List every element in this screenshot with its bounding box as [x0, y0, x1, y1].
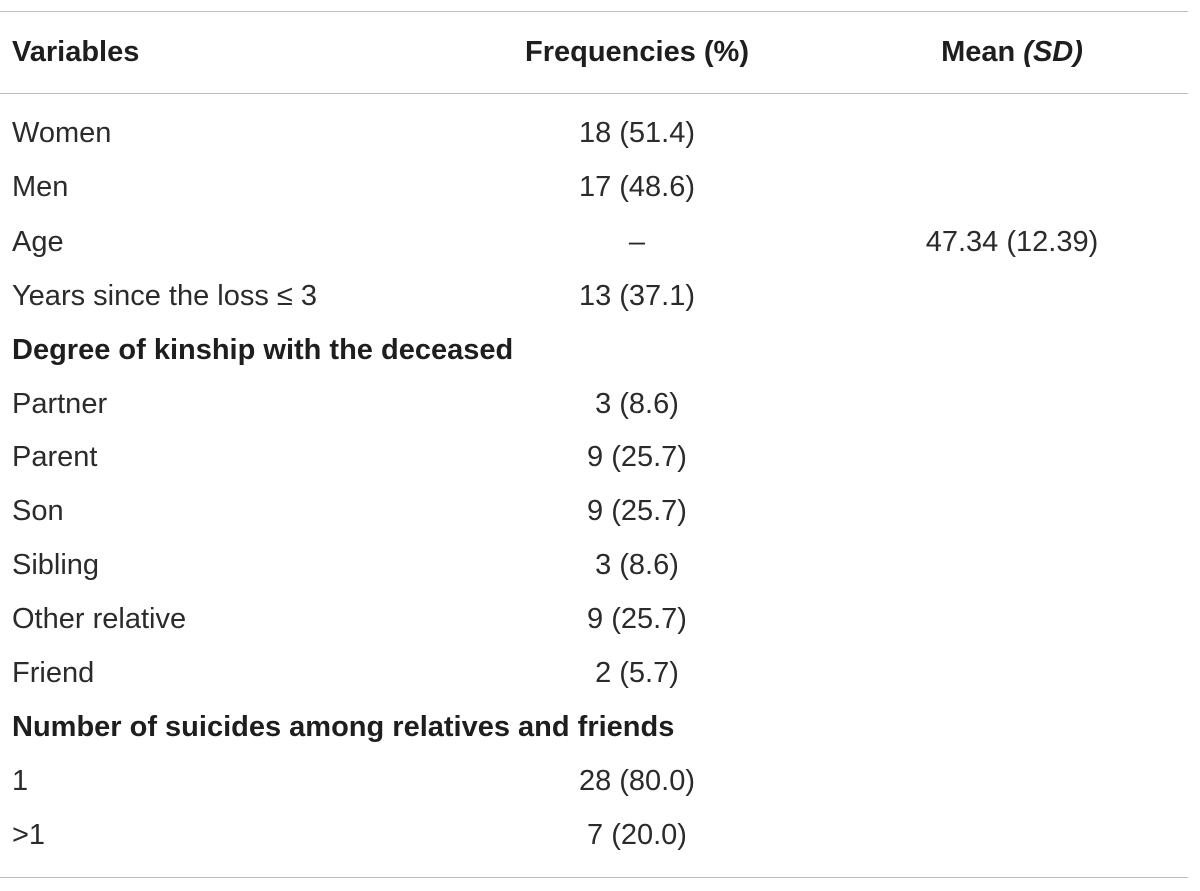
row-frequency: 7 (20.0) [587, 819, 687, 851]
row-variable: >1 [12, 819, 46, 851]
table-row: Age – 47.34 (12.39) [0, 222, 1188, 262]
table-row: >1 7 (20.0) [0, 815, 1188, 855]
header-sd-label: (SD) [1023, 36, 1083, 68]
table-row: Son 9 (25.7) [0, 491, 1188, 531]
row-mean [862, 653, 1162, 693]
row-mean [862, 707, 1162, 747]
row-frequency [437, 707, 837, 747]
row-frequency: 9 (25.7) [587, 603, 687, 635]
header-mean-sd: Mean (SD) [862, 32, 1162, 72]
row-frequency: 3 (8.6) [595, 388, 679, 420]
table-row: Years since the loss ≤ 3 13 (37.1) [0, 276, 1188, 316]
row-variable: Son [12, 495, 64, 527]
row-frequency: 9 (25.7) [587, 495, 687, 527]
header-mean-label: Mean [941, 36, 1024, 68]
row-mean [862, 599, 1162, 639]
table-row: Parent 9 (25.7) [0, 437, 1188, 477]
row-mean [862, 276, 1162, 316]
row-mean [862, 113, 1162, 153]
row-mean [862, 545, 1162, 585]
row-frequency [437, 330, 837, 370]
row-mean [862, 167, 1162, 207]
table-top-rule [0, 11, 1188, 12]
row-variable: Other relative [12, 603, 187, 635]
section-heading: Degree of kinship with the deceased [12, 334, 514, 366]
row-frequency: – [628, 226, 646, 258]
row-variable: Age [12, 226, 64, 258]
row-frequency: 9 (25.7) [587, 441, 687, 473]
table-row: Friend 2 (5.7) [0, 653, 1188, 693]
table-row: Men 17 (48.6) [0, 167, 1188, 207]
header-frequencies: Frequencies (%) [525, 36, 749, 68]
row-frequency: 2 (5.7) [595, 657, 679, 689]
table-header-row: Variables Frequencies (%) Mean (SD) [0, 32, 1188, 72]
table-section-row: Degree of kinship with the deceased [0, 330, 1188, 370]
table-row: Sibling 3 (8.6) [0, 545, 1188, 585]
row-mean [862, 437, 1162, 477]
row-variable: Friend [12, 657, 95, 689]
row-frequency: 17 (48.6) [578, 171, 696, 203]
row-mean [862, 330, 1162, 370]
row-variable: Years since the loss ≤ 3 [12, 280, 318, 312]
row-mean: 47.34 (12.39) [925, 226, 1099, 258]
row-frequency: 13 (37.1) [578, 280, 696, 312]
section-heading: Number of suicides among relatives and f… [12, 711, 675, 743]
row-variable: Parent [12, 441, 98, 473]
table-bottom-rule [0, 877, 1188, 878]
row-frequency: 28 (80.0) [578, 765, 696, 797]
header-variables: Variables [12, 36, 140, 68]
table-row: Other relative 9 (25.7) [0, 599, 1188, 639]
row-mean [862, 761, 1162, 801]
row-variable: Partner [12, 388, 108, 420]
table-section-row: Number of suicides among relatives and f… [0, 707, 1188, 747]
row-mean [862, 384, 1162, 424]
row-frequency: 18 (51.4) [578, 117, 696, 149]
row-mean [862, 815, 1162, 855]
row-variable: Men [12, 171, 69, 203]
table-row: Partner 3 (8.6) [0, 384, 1188, 424]
row-variable: Women [12, 117, 112, 149]
table-row: 1 28 (80.0) [0, 761, 1188, 801]
table-header-rule [0, 93, 1188, 94]
table-row: Women 18 (51.4) [0, 113, 1188, 153]
row-variable: Sibling [12, 549, 100, 581]
row-frequency: 3 (8.6) [595, 549, 679, 581]
row-variable: 1 [12, 765, 29, 797]
row-mean [862, 491, 1162, 531]
